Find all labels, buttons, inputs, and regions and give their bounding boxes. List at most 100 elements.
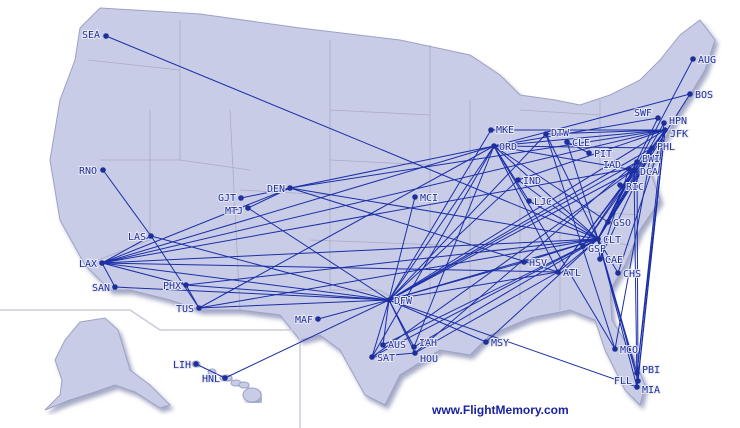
- airport-marker[interactable]: [412, 350, 418, 356]
- airport-msy[interactable]: MSY: [483, 337, 510, 350]
- airport-marker[interactable]: [483, 339, 489, 345]
- airport-marker[interactable]: [580, 243, 586, 249]
- airport-sea[interactable]: SEA: [81, 29, 109, 42]
- airport-marker[interactable]: [315, 316, 321, 322]
- airport-marker[interactable]: [631, 167, 637, 173]
- airport-mtj[interactable]: MTJ: [224, 205, 251, 218]
- airport-marker[interactable]: [238, 195, 244, 201]
- airport-atl[interactable]: ATL: [555, 267, 582, 280]
- airport-clt[interactable]: CLT: [595, 234, 622, 247]
- airport-pit[interactable]: PIT: [586, 148, 613, 161]
- airport-marker[interactable]: [488, 127, 494, 133]
- airport-marker[interactable]: [287, 185, 293, 191]
- airport-tus[interactable]: TUS: [175, 303, 202, 316]
- airport-chs[interactable]: CHS: [615, 268, 642, 281]
- airport-ljc[interactable]: LJC: [526, 196, 553, 209]
- airport-marker[interactable]: [635, 378, 641, 384]
- airport-marker[interactable]: [196, 305, 202, 311]
- airport-ind[interactable]: IND: [515, 175, 542, 188]
- airport-swf[interactable]: SWF: [633, 107, 661, 121]
- airport-bwi[interactable]: BWI: [634, 153, 661, 166]
- airport-cae[interactable]: CAE: [597, 254, 624, 267]
- airport-dfw[interactable]: DFW: [386, 295, 414, 308]
- airport-pbi[interactable]: PBI: [634, 364, 661, 377]
- airport-marker[interactable]: [634, 159, 640, 165]
- airport-bos[interactable]: BOS: [687, 89, 714, 102]
- airport-marker[interactable]: [612, 346, 618, 352]
- airport-ord[interactable]: ORD: [491, 141, 518, 154]
- airport-gso[interactable]: GSO: [605, 217, 632, 230]
- airport-marker[interactable]: [148, 233, 154, 239]
- airport-marker[interactable]: [687, 91, 693, 97]
- airport-mci[interactable]: MCI: [412, 192, 439, 205]
- airport-lih[interactable]: LIH: [172, 359, 199, 372]
- airport-hsv[interactable]: HSV: [521, 257, 548, 270]
- airport-marker[interactable]: [690, 56, 696, 62]
- airport-marker[interactable]: [543, 131, 549, 137]
- airport-marker[interactable]: [634, 370, 640, 376]
- airport-marker[interactable]: [386, 297, 392, 303]
- airport-phl[interactable]: PHL: [649, 141, 676, 154]
- airport-jfk[interactable]: JFK: [662, 127, 689, 141]
- airport-marker[interactable]: [595, 236, 601, 242]
- airport-sat[interactable]: SAT: [369, 352, 396, 365]
- airport-lax[interactable]: LAX: [78, 258, 105, 271]
- airport-marker[interactable]: [222, 375, 228, 381]
- airport-marker[interactable]: [605, 219, 611, 225]
- airport-mia[interactable]: MIA: [634, 384, 661, 397]
- airport-marker[interactable]: [615, 270, 621, 276]
- airport-marker[interactable]: [103, 33, 109, 39]
- airport-marker[interactable]: [655, 115, 661, 121]
- airport-aus[interactable]: AUS: [380, 339, 407, 352]
- airport-marker[interactable]: [617, 182, 623, 188]
- airport-marker[interactable]: [412, 194, 418, 200]
- airport-hnl[interactable]: HNL: [201, 373, 228, 386]
- airport-marker[interactable]: [193, 361, 199, 367]
- airport-marker[interactable]: [586, 150, 592, 156]
- airport-mke[interactable]: MKE: [488, 124, 515, 137]
- airport-san[interactable]: SAN: [91, 282, 118, 295]
- state-border: [519, 109, 601, 116]
- airport-hou[interactable]: HOU: [412, 350, 439, 366]
- airport-dca[interactable]: DCA: [631, 166, 659, 179]
- airport-marker[interactable]: [662, 127, 668, 133]
- airport-phx[interactable]: PHX: [162, 280, 189, 293]
- route-den-jfk: [289, 129, 666, 189]
- airport-fll[interactable]: FLL: [613, 375, 641, 388]
- airport-gjt[interactable]: GJT: [217, 192, 244, 205]
- airport-marker[interactable]: [411, 344, 417, 350]
- airport-las[interactable]: LAS: [127, 231, 154, 244]
- airport-marker[interactable]: [183, 282, 189, 288]
- airport-dtw[interactable]: DTW: [543, 127, 571, 140]
- airport-marker[interactable]: [649, 145, 655, 151]
- flightmemory-credit[interactable]: www.FlightMemory.com: [432, 403, 569, 417]
- airport-marker[interactable]: [526, 198, 532, 204]
- airport-rno[interactable]: RNO: [78, 165, 106, 178]
- airport-marker[interactable]: [99, 260, 105, 266]
- airport-marker[interactable]: [634, 384, 640, 390]
- airport-mco[interactable]: MCO: [612, 344, 639, 357]
- airport-marker[interactable]: [491, 143, 497, 149]
- airport-marker[interactable]: [369, 354, 375, 360]
- airport-marker[interactable]: [245, 205, 251, 211]
- airport-cle[interactable]: CLE: [564, 137, 591, 150]
- airport-marker[interactable]: [555, 269, 561, 275]
- airport-marker[interactable]: [564, 139, 570, 145]
- airport-den[interactable]: DEN: [266, 183, 293, 196]
- airport-marker[interactable]: [112, 284, 118, 290]
- airport-aug[interactable]: AUG: [690, 54, 717, 67]
- airport-iah[interactable]: IAH: [411, 337, 438, 350]
- airport-maf[interactable]: MAF: [294, 314, 321, 327]
- airport-label: HSV: [529, 258, 547, 269]
- airport-ric[interactable]: RIC: [617, 181, 645, 194]
- airport-marker[interactable]: [597, 256, 603, 262]
- airport-gsp[interactable]: GSP: [580, 243, 607, 256]
- airport-marker[interactable]: [515, 177, 521, 183]
- airport-marker[interactable]: [521, 259, 527, 265]
- airport-iad[interactable]: IAD: [602, 159, 632, 172]
- airport-marker[interactable]: [661, 120, 667, 126]
- airport-hpn[interactable]: HPN: [661, 115, 688, 128]
- airport-marker[interactable]: [380, 342, 386, 348]
- airport-marker[interactable]: [100, 167, 106, 173]
- airport-marker[interactable]: [626, 166, 632, 172]
